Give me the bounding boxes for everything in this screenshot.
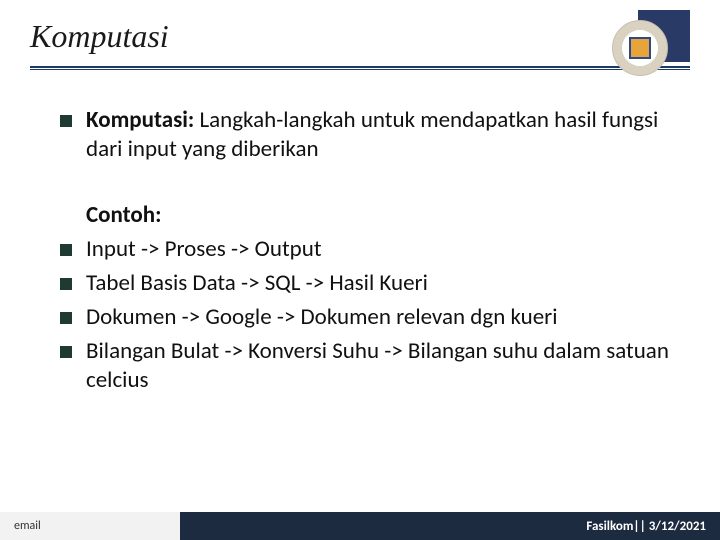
list-item-text: Tabel Basis Data -> SQL -> Hasil Kueri [86, 269, 428, 299]
university-logo [612, 10, 690, 76]
list-item-text: Dokumen -> Google -> Dokumen relevan dgn… [86, 303, 557, 333]
examples-heading: Contoh: [60, 201, 670, 229]
list-item-text: Bilangan Bulat -> Konversi Suhu -> Bilan… [86, 337, 670, 397]
list-item-text: Input -> Proses -> Output [86, 235, 322, 265]
slide-title: Komputasi [30, 18, 690, 55]
logo-inner-icon [629, 37, 651, 59]
slide-content: Komputasi: Langkah-langkah untuk mendapa… [0, 78, 720, 396]
footer-left: email [0, 512, 180, 540]
square-bullet-icon [60, 244, 72, 256]
list-item: Dokumen -> Google -> Dokumen relevan dgn… [60, 303, 670, 333]
title-underline [30, 66, 690, 70]
list-item: Input -> Proses -> Output [60, 235, 670, 265]
list-item: Bilangan Bulat -> Konversi Suhu -> Bilan… [60, 337, 670, 397]
definition-text: Komputasi: Langkah-langkah untuk mendapa… [86, 106, 670, 165]
square-bullet-icon [60, 278, 72, 290]
definition-term: Komputasi: [86, 106, 194, 134]
footer-right: Fasilkom|| 3/12/2021 [180, 512, 720, 540]
logo-seal-icon [612, 20, 668, 76]
slide: Komputasi Komputasi: Langkah-langkah unt… [0, 0, 720, 540]
list-item: Tabel Basis Data -> SQL -> Hasil Kueri [60, 269, 670, 299]
square-bullet-icon [60, 312, 72, 324]
definition-row: Komputasi: Langkah-langkah untuk mendapa… [60, 106, 670, 165]
square-bullet-icon [60, 115, 72, 127]
slide-header: Komputasi [0, 0, 720, 78]
square-bullet-icon [60, 346, 72, 358]
slide-footer: email Fasilkom|| 3/12/2021 [0, 512, 720, 540]
